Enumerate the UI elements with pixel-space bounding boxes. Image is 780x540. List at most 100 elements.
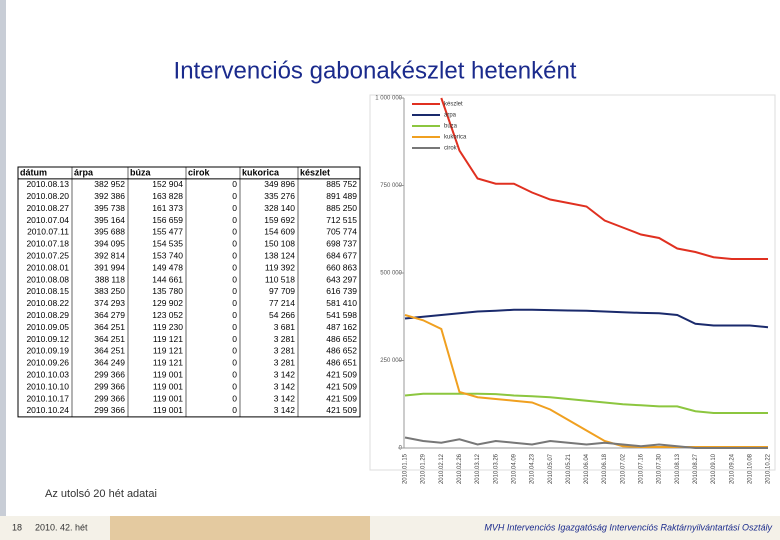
table-header: cirok [188, 167, 211, 177]
table-cell: 54 266 [269, 310, 295, 320]
table-cell: 0 [232, 334, 237, 344]
table-cell: 153 740 [152, 251, 183, 261]
table-cell: 123 052 [152, 310, 183, 320]
table-cell: 77 214 [269, 298, 295, 308]
table-cell: 2010.07.25 [26, 251, 69, 261]
table-cell: 2010.08.22 [26, 298, 69, 308]
table-cell: 3 142 [274, 393, 296, 403]
table-cell: 660 863 [326, 262, 357, 272]
table-cell: 3 281 [274, 334, 296, 344]
table-cell: 2010.10.17 [26, 393, 69, 403]
table-cell: 541 598 [326, 310, 357, 320]
side-bar [0, 0, 6, 540]
table-cell: 299 366 [94, 393, 125, 403]
table-cell: 138 124 [264, 251, 295, 261]
table-header: kukorica [242, 167, 280, 177]
x-tick-label: 2010.03.26 [493, 453, 499, 484]
table-cell: 684 677 [326, 251, 357, 261]
table-cell: 119 121 [153, 346, 183, 356]
legend-label: búza [444, 124, 458, 130]
table-cell: 0 [232, 191, 237, 201]
footer-image [110, 516, 370, 540]
x-tick-label: 2010.05.21 [566, 453, 572, 484]
x-tick-label: 2010.05.07 [548, 453, 554, 484]
table-cell: 581 410 [326, 298, 357, 308]
series-line [440, 97, 768, 260]
table-cell: 150 108 [264, 239, 295, 249]
table-cell: 0 [232, 179, 237, 189]
table-cell: 299 366 [94, 381, 125, 391]
table-cell: 0 [232, 262, 237, 272]
table-cell: 2010.08.20 [26, 191, 69, 201]
table-cell: 2010.07.04 [26, 215, 69, 225]
legend-label: cirok [444, 146, 458, 152]
table-cell: 328 140 [264, 203, 295, 213]
table-cell: 2010.08.27 [26, 203, 69, 213]
x-tick-label: 2010.09.10 [711, 453, 717, 484]
table-cell: 299 366 [94, 370, 125, 380]
table-cell: 144 661 [152, 274, 183, 284]
table-cell: 2010.10.24 [26, 405, 69, 415]
table-cell: 0 [232, 298, 237, 308]
table-cell: 0 [232, 215, 237, 225]
table-cell: 885 752 [326, 179, 357, 189]
table-cell: 364 279 [94, 310, 125, 320]
table-cell: 3 681 [274, 322, 296, 332]
x-tick-label: 2010.03.12 [475, 453, 481, 484]
table-cell: 299 366 [94, 405, 125, 415]
x-tick-label: 2010.04.23 [530, 453, 536, 484]
week: 2010. 42. hét [35, 522, 88, 532]
table-cell: 0 [232, 393, 237, 403]
table-cell: 486 652 [326, 334, 357, 344]
table-cell: 119 001 [153, 381, 183, 391]
table-cell: 152 904 [152, 179, 183, 189]
x-tick-label: 2010.01.15 [403, 453, 409, 484]
x-tick-label: 2010.08.27 [693, 453, 699, 484]
table-cell: 119 392 [265, 262, 295, 272]
table-cell: 349 896 [264, 179, 295, 189]
table-cell: 2010.10.03 [26, 370, 69, 380]
table-cell: 135 780 [152, 286, 183, 296]
table-cell: 421 509 [326, 370, 357, 380]
organisation: MVH Intervenciós Igazgatóság Intervenció… [484, 522, 772, 532]
table-cell: 110 518 [265, 274, 295, 284]
table-cell: 421 509 [326, 381, 357, 391]
series-line [404, 314, 768, 448]
table-header: árpa [74, 167, 94, 177]
table-cell: 388 118 [95, 274, 125, 284]
x-tick-label: 2010.02.26 [457, 453, 463, 484]
table-cell: 3 142 [274, 370, 296, 380]
x-tick-label: 2010.07.02 [620, 453, 626, 484]
slide-title: Intervenciós gabonakészlet hetenként [174, 57, 577, 84]
y-tick-label: 500 000 [380, 271, 402, 277]
table-header: búza [130, 167, 151, 177]
legend-label: kukorica [444, 135, 467, 141]
table-cell: 0 [232, 405, 237, 415]
table-cell: 2010.08.01 [26, 262, 69, 272]
table-cell: 394 095 [94, 239, 125, 249]
table-cell: 159 692 [264, 215, 295, 225]
table-cell: 712 515 [326, 215, 357, 225]
table-header: készlet [300, 167, 330, 177]
chart-frame [369, 94, 776, 471]
table-cell: 391 994 [94, 262, 125, 272]
table-cell: 119 001 [153, 370, 183, 380]
table-cell: 2010.08.08 [26, 274, 69, 284]
table-cell: 3 281 [274, 358, 296, 368]
table-cell: 0 [232, 370, 237, 380]
table-cell: 2010.07.11 [27, 227, 69, 237]
table-cell: 119 230 [153, 322, 183, 332]
table-cell: 0 [232, 346, 237, 356]
x-tick-label: 2010.07.30 [657, 453, 663, 484]
x-tick-label: 2010.07.16 [639, 453, 645, 484]
table-cell: 616 739 [326, 286, 357, 296]
table-cell: 0 [232, 358, 237, 368]
table-frame [17, 166, 361, 418]
table-cell: 2010.09.12 [26, 334, 69, 344]
table-cell: 97 709 [269, 286, 295, 296]
x-tick-label: 2010.06.18 [602, 453, 608, 484]
table-cell: 487 162 [326, 322, 357, 332]
legend-label: árpa [444, 113, 457, 119]
legend-label: készlet [444, 102, 463, 108]
table-cell: 3 281 [274, 346, 296, 356]
